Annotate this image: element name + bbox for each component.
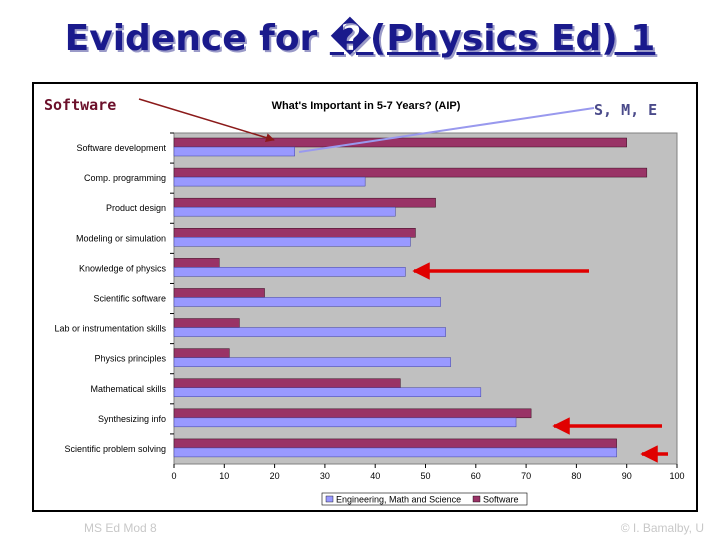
xtick-label-0: 0 <box>171 471 176 481</box>
chart-title: What's Important in 5-7 Years? (AIP) <box>272 100 461 112</box>
xtick-label-4: 40 <box>370 471 380 481</box>
title-main: �(Physics Ed) 1 <box>329 18 656 59</box>
legend-label-1: Software <box>483 495 519 505</box>
category-label-1: Comp. programming <box>84 173 166 183</box>
slide-title: Evidence for �(Physics Ed) 1 <box>0 18 720 59</box>
xtick-label-1: 10 <box>219 471 229 481</box>
bar-software-8 <box>173 378 401 388</box>
category-label-3: Modeling or simulation <box>76 233 166 243</box>
footer-left: MS Ed Mod 8 <box>84 521 157 535</box>
category-label-9: Synthesizing info <box>98 414 166 424</box>
bar-software-9 <box>173 408 532 419</box>
bar-software-6 <box>173 318 240 328</box>
bar-ems-3 <box>173 237 411 247</box>
bar-ems-0 <box>173 146 295 157</box>
bar-ems-6 <box>173 327 446 337</box>
bar-software-10 <box>173 438 617 449</box>
category-label-2: Product design <box>106 203 166 213</box>
callout-software: Software <box>44 96 116 114</box>
category-label-10: Scientific problem solving <box>64 444 166 454</box>
category-label-5: Scientific software <box>93 294 166 304</box>
xtick-label-6: 60 <box>471 471 481 481</box>
category-label-4: Knowledge of physics <box>79 263 167 273</box>
chart-frame: What's Important in 5-7 Years? (AIP) Soft… <box>32 82 698 512</box>
legend-swatch-0 <box>325 495 334 503</box>
legend-swatch-1 <box>472 495 481 503</box>
bar-software-5 <box>173 288 265 298</box>
callout-sme: S, M, E <box>594 101 657 119</box>
xtick-label-5: 50 <box>420 471 430 481</box>
bar-ems-9 <box>173 417 517 428</box>
bar-ems-7 <box>173 357 451 367</box>
arrow-software-callout <box>138 98 275 142</box>
bar-ems-4 <box>173 267 406 277</box>
category-label-7: Physics principles <box>94 354 166 364</box>
category-label-6: Lab or instrumentation skills <box>54 324 166 334</box>
arrow-sme-callout <box>298 107 595 153</box>
category-label-8: Mathematical skills <box>90 384 166 394</box>
bar-software-0 <box>173 137 627 148</box>
title-prefix: Evidence for <box>64 18 330 59</box>
xtick-label-10: 100 <box>669 471 684 481</box>
bar-ems-1 <box>173 176 366 187</box>
xtick-label-9: 90 <box>622 471 632 481</box>
bar-software-7 <box>173 348 230 358</box>
bar-software-1 <box>173 167 648 178</box>
bar-ems-8 <box>173 387 482 397</box>
chart: What's Important in 5-7 Years? (AIP) Soft… <box>44 96 685 506</box>
bar-ems-5 <box>173 297 441 307</box>
xtick-label-8: 80 <box>571 471 581 481</box>
legend-label-0: Engineering, Math and Science <box>336 495 461 505</box>
bar-software-3 <box>173 228 416 238</box>
footer-right: © I. Bamalby, U <box>620 521 704 535</box>
bar-software-4 <box>173 258 220 268</box>
bar-ems-2 <box>173 206 396 217</box>
bar-software-2 <box>173 197 436 208</box>
xtick-label-7: 70 <box>521 471 531 481</box>
xtick-label-3: 30 <box>320 471 330 481</box>
category-label-0: Software development <box>76 143 166 153</box>
xtick-label-2: 20 <box>270 471 280 481</box>
bar-ems-10 <box>173 447 617 458</box>
